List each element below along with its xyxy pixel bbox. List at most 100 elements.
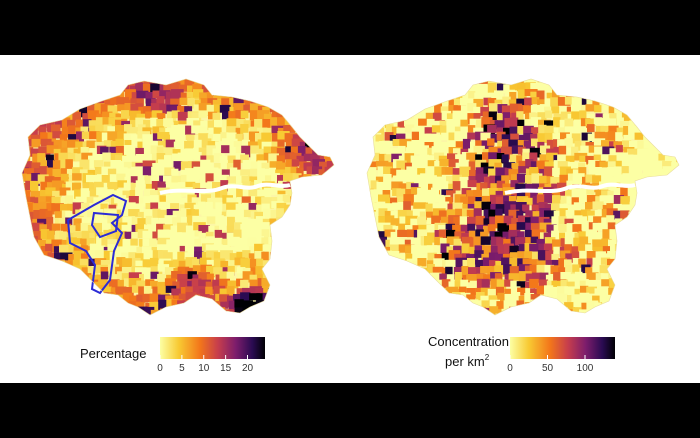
area-cell	[324, 154, 334, 167]
area-cell	[221, 98, 231, 109]
area-cell	[219, 85, 228, 93]
area-cell	[391, 218, 403, 228]
area-cell	[200, 182, 210, 191]
area-cell	[285, 159, 298, 171]
area-cell	[263, 152, 272, 166]
area-cell	[165, 139, 176, 149]
area-cell	[384, 148, 394, 159]
area-cell	[557, 83, 571, 91]
area-cell	[473, 145, 485, 154]
area-cell	[550, 97, 559, 107]
area-cell	[420, 173, 432, 187]
area-cell	[38, 294, 48, 307]
area-cell	[571, 111, 580, 121]
area-cell	[180, 238, 189, 249]
area-cell	[544, 264, 555, 278]
area-cell	[496, 131, 506, 141]
area-cell	[212, 279, 221, 290]
area-cell	[241, 175, 253, 183]
area-cell	[320, 131, 328, 143]
area-cell	[320, 97, 329, 106]
area-cell	[589, 167, 599, 179]
area-cell	[114, 306, 123, 315]
area-cell	[256, 148, 267, 156]
area-cell	[264, 301, 276, 312]
area-cell	[608, 155, 621, 165]
area-cell	[367, 278, 371, 286]
area-cell	[192, 265, 202, 278]
area-cell	[240, 258, 251, 269]
area-cell	[60, 252, 73, 262]
area-cell	[669, 120, 679, 132]
area-cell	[369, 91, 378, 105]
area-cell	[517, 215, 530, 229]
area-cell	[623, 316, 630, 327]
area-cell	[453, 216, 462, 225]
area-cell	[213, 237, 223, 249]
area-cell	[677, 204, 679, 218]
area-cell	[525, 159, 534, 167]
area-cell	[378, 153, 387, 164]
area-cell	[75, 223, 84, 231]
area-cell	[177, 134, 190, 144]
area-cell	[310, 225, 322, 236]
area-cell	[609, 229, 621, 240]
area-cell	[38, 146, 51, 158]
area-cell	[277, 223, 289, 236]
area-cell	[123, 161, 135, 170]
area-cell	[151, 153, 160, 165]
area-cell	[680, 117, 689, 125]
area-cell	[263, 187, 272, 200]
area-cell	[391, 112, 403, 121]
area-cell	[94, 103, 105, 114]
area-cell	[680, 280, 688, 289]
area-cell	[375, 250, 385, 262]
area-cell	[103, 229, 112, 243]
area-cell	[65, 266, 76, 278]
area-cell	[585, 155, 597, 164]
area-cell	[383, 174, 392, 186]
area-cell	[275, 314, 287, 315]
area-cell	[206, 145, 216, 157]
area-cell	[552, 195, 561, 208]
area-cell	[454, 231, 466, 242]
area-cell	[313, 230, 323, 242]
area-cell	[559, 208, 568, 221]
area-cell	[47, 273, 56, 287]
area-cell	[473, 189, 486, 199]
area-cell	[213, 104, 222, 113]
area-cell	[270, 210, 280, 221]
area-cell	[488, 146, 501, 155]
area-cell	[368, 118, 380, 128]
area-cell	[107, 131, 118, 143]
area-cell	[475, 140, 488, 150]
area-cell	[602, 146, 615, 157]
area-cell	[40, 138, 52, 147]
area-cell	[179, 97, 191, 105]
area-cell	[325, 98, 334, 107]
area-cell	[192, 174, 200, 186]
area-cell	[22, 267, 28, 279]
area-cell	[249, 258, 261, 269]
area-cell	[46, 309, 57, 315]
area-cell	[378, 99, 388, 111]
area-cell	[290, 167, 299, 176]
area-cell	[434, 82, 445, 91]
area-cell	[581, 132, 592, 144]
area-cell	[495, 196, 506, 210]
area-cell	[502, 139, 510, 151]
area-cell	[310, 237, 320, 247]
area-cell	[420, 281, 429, 293]
area-cell	[663, 113, 676, 126]
area-cell	[284, 246, 296, 256]
area-cell	[418, 202, 428, 214]
area-cell	[310, 113, 319, 122]
area-cell	[67, 281, 78, 294]
area-cell	[382, 292, 396, 305]
area-cell	[377, 85, 390, 97]
area-cell	[170, 203, 180, 212]
area-cell	[317, 300, 327, 311]
area-cell	[284, 308, 297, 315]
area-cell	[256, 79, 269, 89]
area-cell	[157, 132, 170, 140]
